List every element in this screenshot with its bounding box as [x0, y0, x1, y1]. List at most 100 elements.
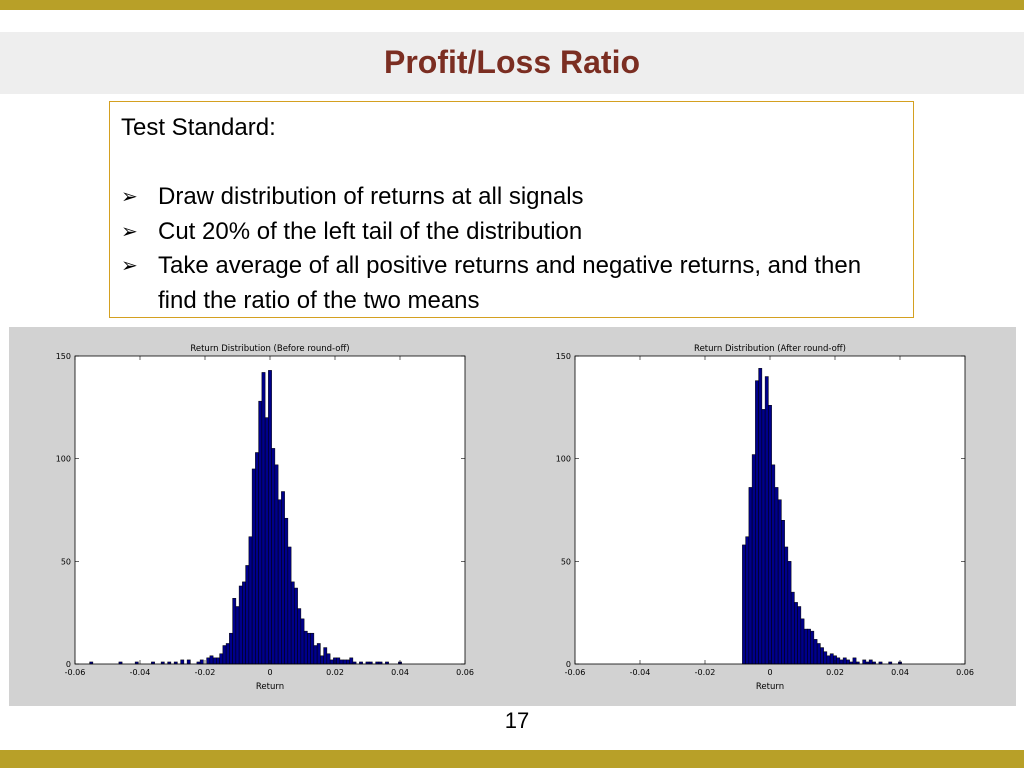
histogram-bar	[751, 454, 756, 665]
histogram-bar	[297, 608, 302, 665]
histogram-before-round-off: -0.06 -0.04 -0.02 0 0.02 0.04 0.06 0 50 100 150 Ret…	[56, 344, 474, 692]
histogram-bar	[281, 491, 285, 665]
histogram-bar	[212, 657, 217, 665]
y-tick-label: 50	[61, 557, 71, 566]
histogram-bar	[242, 581, 246, 665]
title-band	[0, 32, 1024, 94]
histogram-bar	[816, 643, 821, 665]
page-number: 17	[504, 708, 530, 733]
histogram-bar	[842, 657, 847, 665]
histogram-bar	[206, 657, 211, 665]
x-tick-label: 0.02	[826, 668, 844, 677]
histogram-bar	[268, 370, 272, 665]
top-accent-bar	[0, 0, 1024, 10]
histogram-bar	[300, 618, 305, 665]
histogram-bar	[349, 657, 354, 665]
histogram-bar	[294, 587, 298, 665]
histogram-bar	[774, 487, 779, 665]
histogram-bar	[771, 464, 776, 665]
histogram-bar	[803, 628, 808, 665]
histogram-bar	[852, 657, 857, 665]
bullet-item: ➢ Take average of all positive returns a…	[121, 249, 901, 318]
histogram-bar	[232, 598, 237, 665]
y-tick-label: 150	[556, 352, 571, 361]
histogram-bar	[277, 499, 282, 665]
histogram-bar	[810, 630, 815, 665]
histogram-bar	[758, 368, 763, 665]
histogram-bar	[807, 628, 811, 665]
histogram-bar	[784, 546, 789, 665]
histogram-bar	[255, 452, 259, 665]
histogram-bar	[320, 655, 324, 665]
histogram-bar	[316, 643, 321, 665]
histogram-bar	[303, 630, 308, 665]
histogram-bar	[820, 647, 824, 665]
histogram-bar	[264, 417, 269, 665]
x-tick-label: -0.02	[195, 668, 216, 677]
histogram-bar	[209, 655, 214, 665]
histogram-bar	[868, 659, 873, 665]
histogram-bar	[258, 400, 263, 665]
histogram-bar	[800, 618, 805, 665]
histogram-bar	[235, 606, 240, 665]
arrow-bullet-icon: ➢	[121, 186, 138, 208]
histogram-bar	[199, 659, 204, 665]
histogram-bar	[846, 659, 850, 665]
x-tick-label: 0	[267, 668, 272, 677]
histogram-bar	[310, 632, 315, 665]
histogram-bar	[219, 653, 224, 665]
bullet-item: ➢ Draw distribution of returns at all si…	[121, 180, 901, 215]
histogram-bar	[307, 632, 311, 665]
x-tick-label: 0.04	[391, 668, 409, 677]
histogram-bar	[755, 380, 759, 665]
histogram-bar	[284, 517, 289, 665]
histogram-bar	[768, 405, 772, 665]
histogram-bar	[790, 591, 795, 665]
histogram-bar	[794, 602, 798, 665]
bullet-item: ➢ Cut 20% of the left tail of the distri…	[121, 215, 901, 250]
histogram-bar	[261, 372, 266, 665]
x-tick-label: 0.06	[956, 668, 974, 677]
histogram-bar	[764, 376, 769, 665]
x-tick-label: -0.04	[630, 668, 651, 677]
histogram-bar	[826, 655, 831, 665]
histogram-bar	[346, 659, 350, 665]
histogram-bar	[797, 606, 802, 665]
x-tick-label: -0.02	[695, 668, 716, 677]
histogram-bar	[745, 536, 750, 665]
histogram-bar	[326, 653, 331, 665]
test-standard-heading: Test Standard:	[121, 114, 276, 141]
histogram-bar	[186, 659, 191, 665]
slide-title: Profit/Loss Ratio	[383, 44, 640, 80]
histogram-bar	[251, 468, 256, 665]
y-tick-label: 50	[561, 557, 571, 566]
histogram-bar	[313, 645, 318, 665]
y-tick-label: 0	[66, 660, 71, 669]
arrow-bullet-icon: ➢	[121, 220, 138, 243]
histogram-bar	[748, 487, 753, 665]
histogram-bar	[829, 653, 834, 665]
bottom-accent-bar	[0, 750, 1024, 768]
histogram-bar	[781, 520, 785, 665]
histogram-bar	[761, 409, 766, 665]
histogram-bar	[742, 544, 746, 665]
test-standard-box: Test Standard: ➢ Draw distribution of re…	[109, 101, 914, 318]
histogram-bar	[339, 659, 344, 665]
histogram-bar	[248, 536, 253, 665]
x-tick-label: -0.04	[130, 668, 151, 677]
x-tick-label: 0.06	[456, 668, 474, 677]
x-tick-label: 0	[767, 668, 772, 677]
bullet-text: Take average of all positive returns and…	[158, 252, 862, 314]
histogram-bar	[290, 581, 295, 665]
chart-title: Return Distribution (Before round-off)	[190, 344, 349, 354]
histogram-bar	[287, 546, 292, 665]
bullet-text: Draw distribution of returns at all sign…	[158, 183, 584, 210]
histogram-bar	[329, 659, 334, 665]
histogram-bar	[274, 464, 279, 665]
histogram-bar	[238, 585, 243, 665]
histogram-bar	[229, 632, 233, 665]
bullet-list: ➢ Draw distribution of returns at all si…	[121, 180, 901, 318]
histogram-bar	[180, 659, 185, 665]
arrow-bullet-icon: ➢	[121, 255, 138, 277]
histogram-bar	[862, 659, 867, 665]
